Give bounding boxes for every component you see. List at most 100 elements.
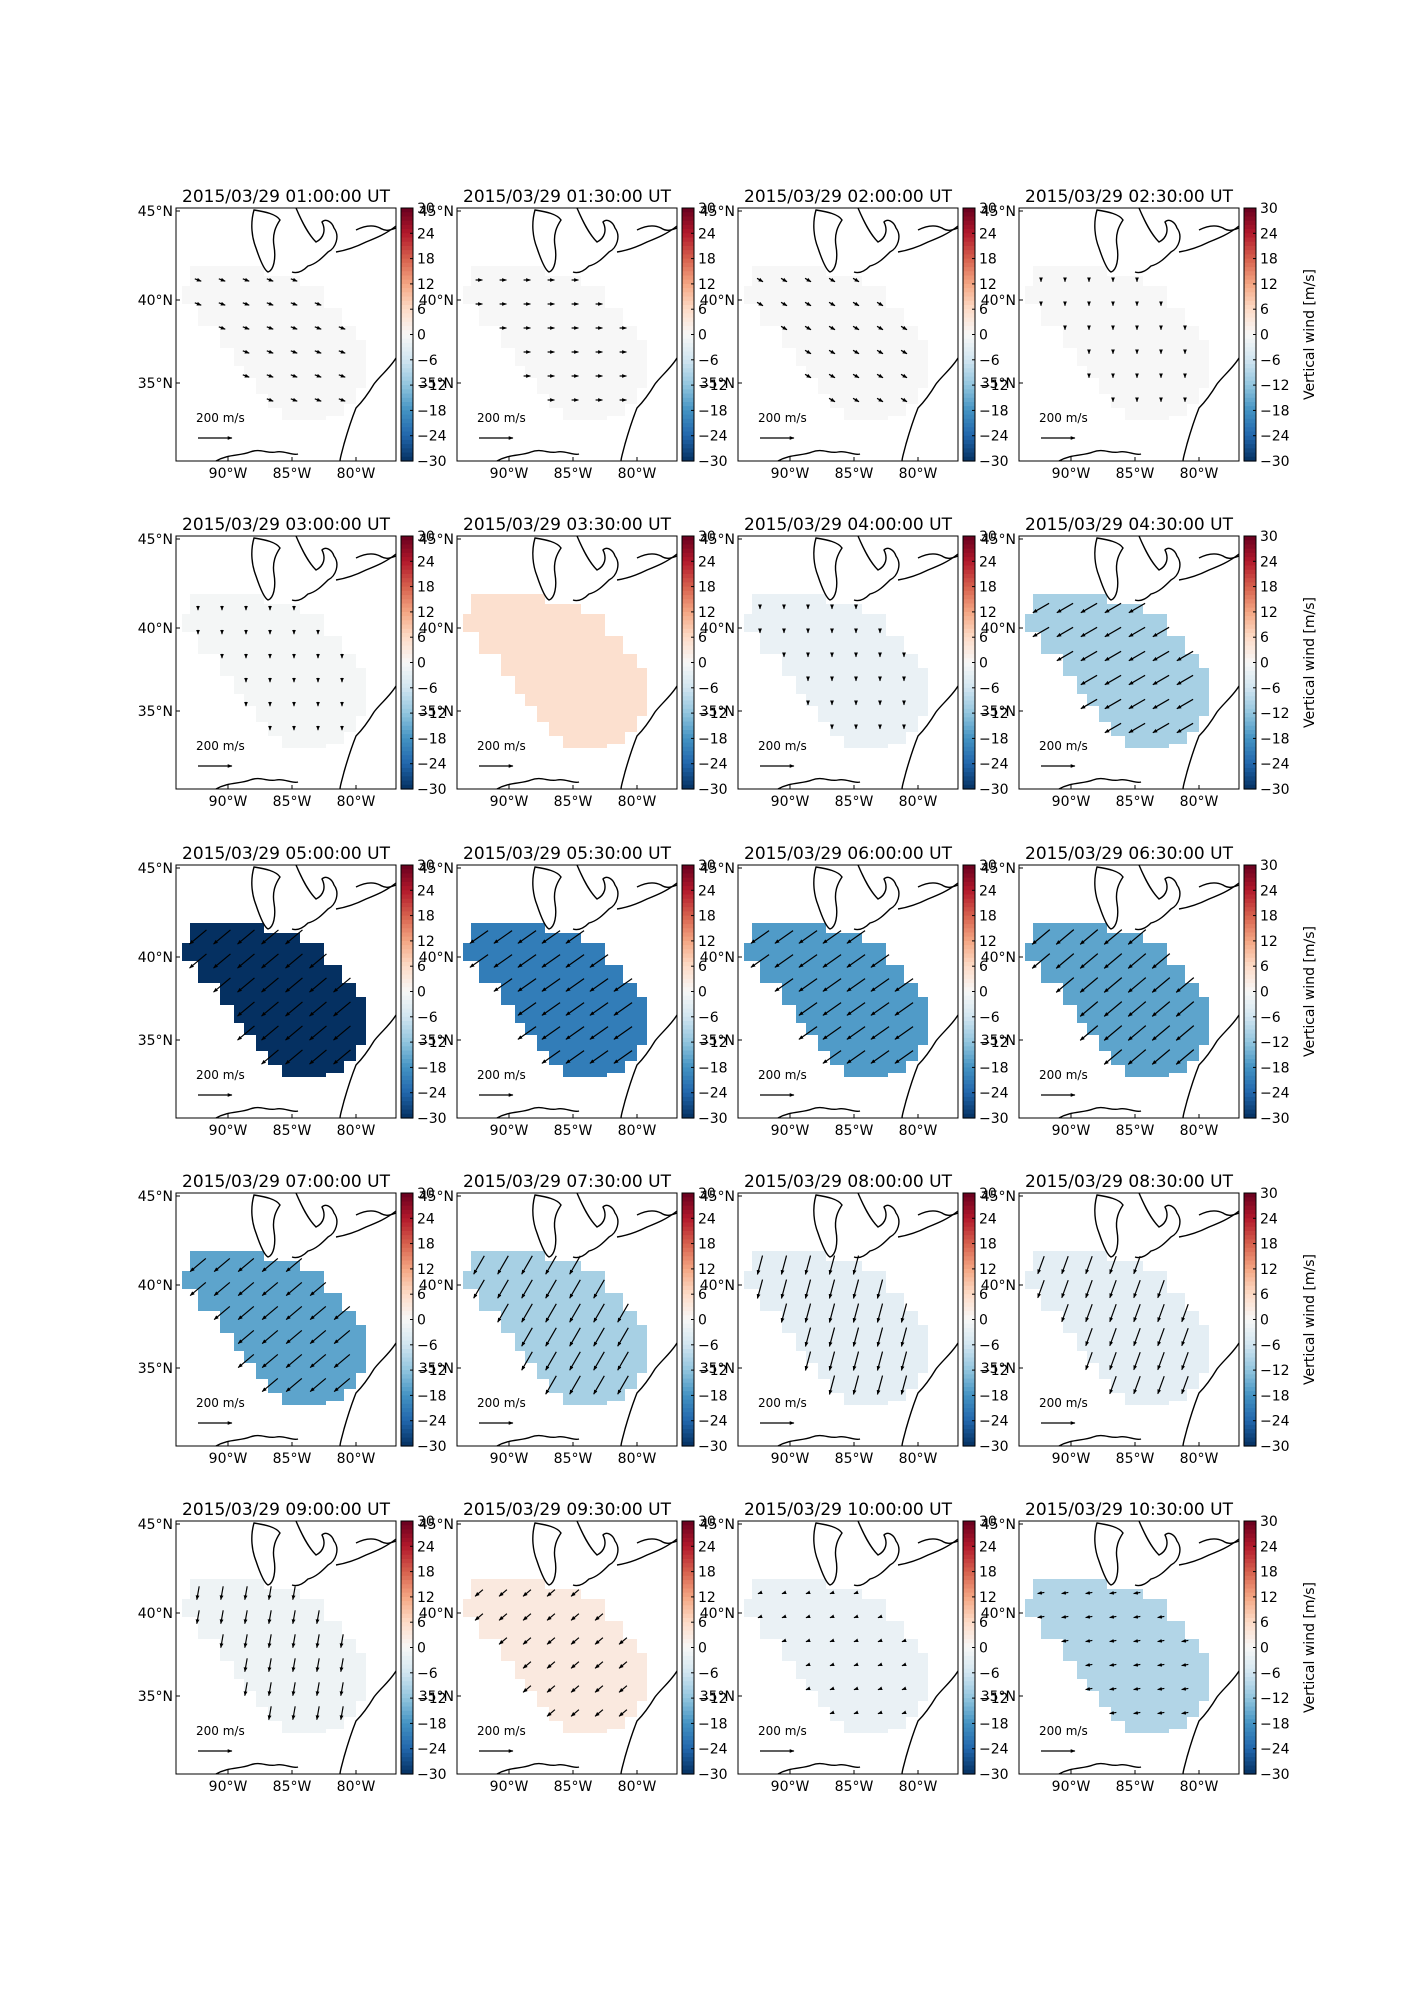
colorbar-segment bbox=[682, 1651, 694, 1657]
y-tick-label: 35°N bbox=[700, 1689, 735, 1705]
wind-arrow bbox=[291, 1634, 296, 1649]
colorbar-segment bbox=[401, 751, 413, 756]
colorbar-segment bbox=[682, 1327, 694, 1333]
colorbar-tick-label: 6 bbox=[698, 630, 707, 646]
colorbar-segment bbox=[682, 1344, 694, 1350]
great-lakes-outline bbox=[1134, 535, 1240, 602]
colorbar-segment bbox=[1244, 1344, 1256, 1350]
colorbar-tick-label: −12 bbox=[1260, 1035, 1290, 1051]
x-tick-label: 90°W bbox=[490, 1779, 529, 1795]
colorbar-segment bbox=[963, 1247, 975, 1253]
colorbar-segment bbox=[401, 995, 413, 1001]
colorbar-tick-label: 24 bbox=[979, 1211, 997, 1227]
colorbar-segment bbox=[1244, 364, 1256, 369]
wind-arrow bbox=[593, 1375, 605, 1395]
colorbar-segment bbox=[1244, 1063, 1256, 1068]
colorbar-segment bbox=[1244, 389, 1256, 395]
x-tick-label: 90°W bbox=[1052, 794, 1091, 810]
panel-title: 2015/03/29 06:00:00 UT bbox=[744, 844, 953, 864]
colorbar-segment bbox=[682, 220, 694, 226]
colorbar-segment bbox=[963, 1285, 975, 1291]
colorbar-segment bbox=[401, 582, 413, 588]
colorbar-segment bbox=[682, 1075, 694, 1081]
colorbar-segment bbox=[401, 679, 413, 685]
wind-arrow bbox=[521, 1303, 533, 1323]
wind-arrow bbox=[213, 953, 231, 969]
colorbar-segment bbox=[1244, 725, 1256, 731]
wind-arrow bbox=[242, 301, 250, 306]
panel-title: 2015/03/29 06:30:00 UT bbox=[1025, 844, 1234, 864]
y-tick-label: 35°N bbox=[981, 1033, 1016, 1049]
colorbar-segment bbox=[963, 1294, 975, 1300]
colorbar-segment bbox=[682, 1672, 694, 1678]
colorbar-segment bbox=[682, 1702, 694, 1708]
colorbar-segment bbox=[963, 275, 975, 281]
wind-arrow bbox=[570, 1589, 580, 1597]
colorbar-segment bbox=[682, 898, 694, 904]
colorbar-tick-label: 18 bbox=[1260, 580, 1278, 596]
colorbar-segment bbox=[963, 313, 975, 319]
y-tick-label: 40°N bbox=[700, 621, 735, 637]
y-tick-label: 45°N bbox=[138, 1189, 173, 1205]
colorbar-segment bbox=[963, 557, 975, 562]
colorbar-segment bbox=[401, 216, 413, 222]
colorbar-segment bbox=[1244, 987, 1256, 993]
colorbar-segment bbox=[1244, 1714, 1256, 1720]
colorbar-segment bbox=[963, 309, 975, 315]
colorbar-segment bbox=[401, 1391, 413, 1396]
colorbar-tick-label: −30 bbox=[698, 1767, 728, 1783]
y-tick-label: 45°N bbox=[138, 204, 173, 220]
colorbar-segment bbox=[963, 1370, 975, 1375]
colorbar-segment bbox=[963, 220, 975, 226]
colorbar-segment bbox=[1244, 1319, 1256, 1325]
colorbar-segment bbox=[963, 1365, 975, 1371]
colorbar-segment bbox=[963, 949, 975, 955]
colorbar-segment bbox=[401, 1740, 413, 1746]
lake-michigan-outline bbox=[813, 1522, 843, 1586]
colorbar-segment bbox=[1244, 1357, 1256, 1363]
wind-arrow bbox=[493, 954, 513, 968]
lake-michigan-outline bbox=[251, 537, 281, 601]
colorbar-segment bbox=[1244, 1533, 1256, 1539]
wind-arrow bbox=[618, 1637, 628, 1645]
wind-arrow bbox=[617, 1375, 629, 1395]
wind-arrow bbox=[593, 1327, 605, 1347]
colorbar-segment bbox=[1244, 1672, 1256, 1678]
colorbar-segment bbox=[682, 1096, 694, 1102]
colorbar-segment bbox=[401, 1617, 413, 1623]
colorbar-segment bbox=[1244, 911, 1256, 917]
wind-arrow bbox=[617, 1327, 629, 1347]
coastline-gulf bbox=[777, 449, 861, 462]
colorbar-segment bbox=[401, 1361, 413, 1367]
panel-title: 2015/03/29 08:00:00 UT bbox=[744, 1172, 953, 1192]
colorbar-segment bbox=[682, 894, 694, 900]
colorbar-segment bbox=[682, 561, 694, 567]
colorbar-segment bbox=[963, 245, 975, 251]
lake-michigan-outline bbox=[813, 1194, 843, 1258]
wind-arrow bbox=[852, 1255, 860, 1275]
colorbar-segment bbox=[682, 654, 694, 659]
colorbar-segment bbox=[401, 1668, 413, 1674]
coastline-east bbox=[901, 1014, 959, 1119]
colorbar-segment bbox=[1244, 279, 1256, 285]
colorbar-segment bbox=[682, 721, 694, 727]
colorbar-segment bbox=[963, 1752, 975, 1758]
colorbar-segment bbox=[963, 987, 975, 993]
colorbar-segment bbox=[1244, 1408, 1256, 1413]
wind-arrow bbox=[267, 1586, 272, 1601]
axes-frame bbox=[1018, 535, 1240, 790]
wind-arrow bbox=[545, 1327, 557, 1347]
colorbar-segment bbox=[682, 1374, 694, 1380]
colorbar-segment bbox=[401, 1714, 413, 1720]
colorbar-segment bbox=[1244, 978, 1256, 984]
colorbar-segment bbox=[963, 1731, 975, 1737]
colorbar-segment bbox=[1244, 347, 1256, 352]
wind-arrow bbox=[798, 1002, 818, 1016]
wind-arrow bbox=[876, 1375, 884, 1395]
colorbar-segment bbox=[1244, 1046, 1256, 1052]
colorbar-segment bbox=[1244, 1252, 1256, 1257]
great-lakes-outline bbox=[853, 864, 959, 931]
axes-frame bbox=[1018, 864, 1240, 1119]
